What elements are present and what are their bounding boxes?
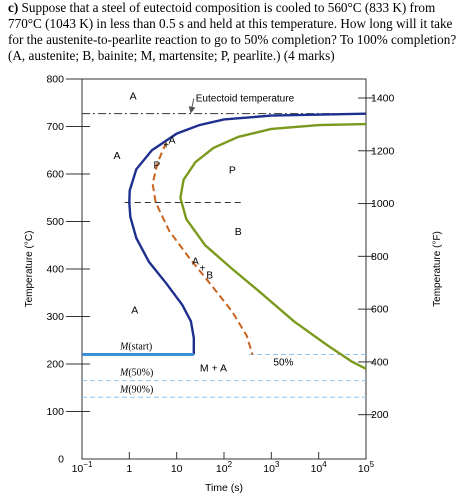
- x-tick-label: 104: [311, 460, 328, 475]
- region-label: B: [235, 226, 242, 238]
- x-tick-label: 105: [358, 460, 375, 475]
- x-axis-time: 10−1 1 10 102 103 104 105 Time (s): [72, 452, 375, 494]
- x-tick-label: 1: [126, 463, 132, 475]
- martensite-90-label: M(90%): [119, 384, 153, 395]
- x-tick-label: 10−1: [72, 460, 93, 475]
- start-curve: [128, 112, 367, 355]
- y2-tick-label: 600: [371, 304, 389, 316]
- eutectoid-arrow: [188, 98, 196, 114]
- finish-curve: [179, 122, 367, 370]
- eutectoid-label: Eutectoid temperature: [196, 94, 295, 105]
- region-label: A: [131, 304, 138, 316]
- region-label: P: [229, 164, 236, 176]
- y2-tick-label: 400: [371, 356, 389, 368]
- transformation-curves: [82, 112, 367, 370]
- transition-label: +: [163, 141, 169, 152]
- transition-label: A: [169, 135, 176, 146]
- y-tick-label: 100: [46, 406, 64, 418]
- y2-tick-label: 1200: [371, 145, 395, 157]
- y-tick-label: 500: [46, 216, 64, 228]
- plot-frame: [81, 78, 367, 460]
- y2-axis-label: Temperature (°F): [432, 231, 443, 307]
- percent-label: 50%: [273, 358, 293, 369]
- question-body: Suppose that a steel of eutectoid compos…: [8, 0, 457, 63]
- transition-label: B: [206, 271, 213, 282]
- y-axis-celsius: 0 100 200 300 400 500 600 700 800 Temperature (°C…: [24, 74, 90, 466]
- y-axis-label: Temperature (°C): [24, 231, 35, 308]
- y2-tick-label: 1000: [371, 198, 395, 210]
- y2-tick-label: 1400: [371, 93, 395, 105]
- region-label: A: [114, 150, 121, 162]
- y-tick-label: 600: [46, 169, 64, 181]
- y2-tick-label: 800: [371, 251, 389, 263]
- martensite-50-label: M(50%): [119, 368, 153, 379]
- transition-label: +: [199, 264, 205, 275]
- y-tick-label: 400: [46, 264, 64, 276]
- region-label: M + A: [200, 362, 227, 374]
- martensite-start-label: M(start): [119, 342, 152, 353]
- x-tick-label: 102: [216, 460, 233, 475]
- transition-label: A: [192, 256, 199, 267]
- question-text: c) Suppose that a steel of eutectoid com…: [8, 0, 470, 64]
- y2-tick-label: 200: [371, 409, 389, 421]
- x-axis-label: Time (s): [205, 482, 243, 494]
- y-tick-label: 200: [46, 359, 64, 371]
- x-tick-label: 10: [171, 463, 183, 475]
- x-tick-label: 103: [263, 460, 280, 475]
- question-label: c): [8, 0, 19, 15]
- transition-label: P: [153, 161, 160, 172]
- y-tick-label: 700: [46, 121, 64, 133]
- plot-border: [81, 78, 367, 460]
- y-tick-label: 300: [46, 311, 64, 323]
- y-axis-fahrenheit: 200 400 600 800 1000 1200 1400 Temperature (°F): [358, 93, 443, 421]
- fifty-percent-curve: [151, 142, 254, 355]
- region-label: A: [130, 91, 137, 103]
- y-tick-label: 800: [46, 74, 64, 86]
- y-tick-label: 0: [58, 454, 64, 466]
